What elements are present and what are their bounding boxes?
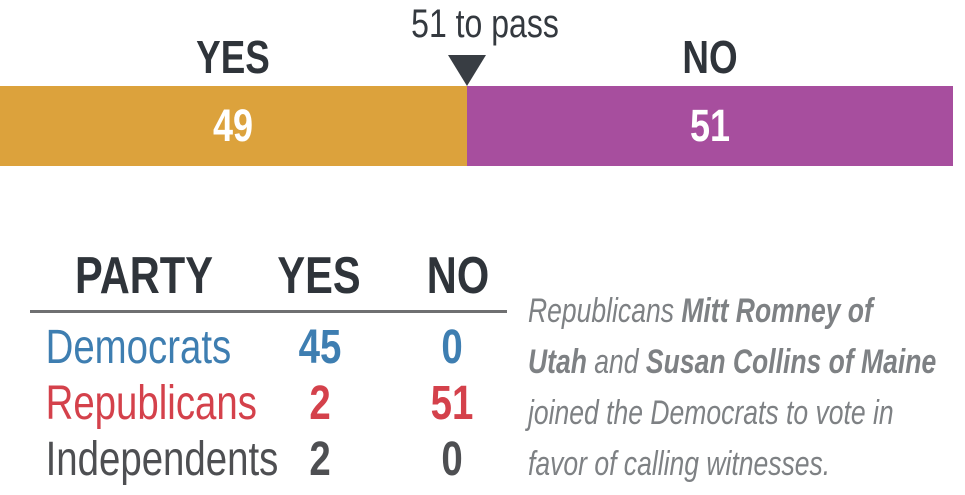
annotation-segment: Republicans [528, 292, 682, 330]
no-bar-segment: 51 [466, 86, 953, 166]
table-row: Republicans 2 51 [0, 376, 522, 432]
table-header-rule [30, 310, 507, 313]
annotation-line: Utah and Susan Collins of Maine [528, 337, 936, 388]
yes-count-cell: 2 [309, 433, 331, 486]
yes-count-cell: 2 [309, 377, 331, 430]
table-header-yes: YES [277, 247, 361, 305]
annotation-line: Republicans Mitt Romney of [528, 286, 873, 337]
yes-count-cell: 45 [298, 321, 342, 374]
annotation-bold-segment: Susan Collins of Maine [645, 343, 937, 381]
yes-segment-label: YES [196, 31, 270, 83]
party-name-cell: Democrats [45, 321, 232, 374]
no-count-cell: 0 [441, 433, 463, 486]
annotation-segment: and [586, 343, 646, 381]
no-count-cell: 0 [441, 321, 463, 374]
table-row: Independents 2 0 [0, 432, 522, 488]
annotation-bold-segment: Mitt Romney of [681, 292, 873, 330]
annotation-bold-segment: Utah [528, 343, 587, 381]
vote-tally-bar: 49 51 [0, 86, 953, 166]
no-count-cell: 51 [430, 377, 474, 430]
table-rows: Democrats 45 0 Republicans 2 51 Independents 2 0 [0, 320, 522, 488]
annotation-line: joined the Democrats to vote in [528, 388, 894, 439]
annotation-line: favor of calling witnesses. [528, 439, 869, 490]
no-segment-label: NO [682, 31, 738, 83]
no-bar-value: 51 [689, 100, 730, 151]
table-header-no: NO [426, 247, 490, 305]
yes-bar-value: 49 [213, 100, 254, 151]
annotation-text: Republicans Mitt Romney of Utah and Susan… [528, 286, 965, 490]
party-name-cell: Independents [45, 433, 279, 486]
annotation-segment: favor of calling witnesses. [528, 445, 831, 483]
party-name-cell: Republicans [45, 377, 257, 430]
yes-bar-segment: 49 [0, 86, 467, 166]
table-header-party: PARTY [75, 247, 213, 305]
annotation-segment: joined the Democrats to vote in [528, 394, 894, 432]
party-vote-table: PARTY YES NO Democrats 45 0 Republicans 2 51 I… [0, 246, 522, 495]
threshold-label: 51 to pass [411, 2, 559, 46]
table-row: Democrats 45 0 [0, 320, 522, 376]
threshold-arrow-icon [447, 55, 486, 86]
